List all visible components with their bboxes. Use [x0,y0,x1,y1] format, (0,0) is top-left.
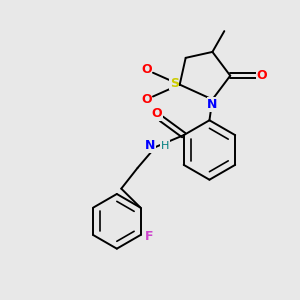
Text: F: F [145,230,153,243]
Text: O: O [152,107,162,120]
Text: H: H [161,140,169,151]
Text: O: O [141,93,152,106]
Text: O: O [257,69,267,82]
Text: N: N [207,98,218,111]
Text: O: O [141,63,152,76]
Text: N: N [145,139,155,152]
Text: S: S [170,76,179,90]
